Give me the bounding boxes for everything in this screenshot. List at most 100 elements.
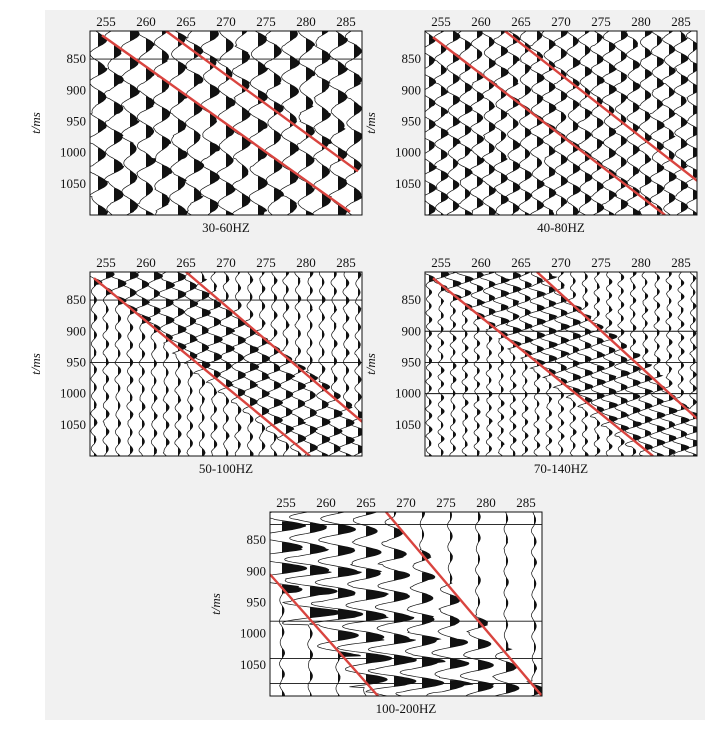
wiggle-fill (693, 126, 697, 138)
x-tick-label: 275 (436, 495, 456, 510)
wiggle-fill (657, 412, 666, 420)
red-guide-line (93, 277, 311, 456)
wiggle-fill (681, 32, 688, 43)
wiggle-fill (214, 272, 216, 275)
wiggle-fill (549, 209, 554, 215)
wiggle-fill (561, 337, 569, 344)
wiggle-fill (422, 635, 441, 646)
wiggle-fill (322, 107, 331, 123)
wiggle-fill (573, 346, 579, 354)
wiggle-fill (597, 434, 600, 441)
wiggle-trace (327, 31, 349, 215)
y-tick-label: 1050 (240, 657, 266, 672)
trace-group (270, 512, 542, 696)
wiggle-fill (669, 421, 675, 429)
wiggle-fill (338, 651, 361, 663)
panel-caption: 100-200HZ (376, 701, 437, 716)
red-guide-line (185, 272, 362, 423)
y-tick-label: 1050 (395, 417, 421, 432)
wiggle-fill (394, 612, 414, 624)
wiggle-fill (621, 135, 627, 147)
wiggle-fill (290, 199, 297, 214)
wiggle-fill (226, 124, 234, 139)
wiggle-trace (270, 512, 308, 696)
wiggle-fill (561, 323, 570, 331)
wiggle-fill (366, 568, 382, 579)
wiggle-trace (601, 31, 617, 215)
trace-group (90, 272, 362, 456)
y-tick-label: 1000 (395, 145, 421, 160)
wiggle-fill (441, 86, 449, 98)
wiggle-fill (573, 292, 576, 299)
wiggle-fill (214, 387, 217, 397)
wiggle-fill (238, 283, 241, 293)
wiggle-trace (493, 31, 509, 215)
wiggle-fill (98, 61, 108, 77)
wiggle-fill (478, 681, 494, 692)
wiggle-fill (597, 75, 605, 87)
wiggle-fill (585, 369, 593, 377)
wiggle-trace (685, 31, 697, 215)
y-axis-label: t/ms (28, 112, 43, 134)
x-tick-label: 275 (256, 14, 276, 29)
wiggle-fill (573, 36, 579, 47)
wiggle-trace (624, 272, 642, 456)
wiggle-fill (453, 31, 460, 42)
wiggle-fill (693, 104, 697, 116)
wiggle-fill (657, 77, 664, 89)
y-tick-label: 950 (67, 354, 87, 369)
plot-area (270, 512, 542, 696)
wiggle-fill (214, 405, 217, 415)
x-tick-label: 255 (276, 495, 296, 510)
wiggle-fill (561, 309, 568, 317)
wiggle-fill (534, 536, 537, 548)
wiggle-fill (453, 363, 457, 370)
wiggle-fill (310, 409, 317, 418)
wiggle-trace (349, 272, 362, 456)
wiggle-fill (338, 61, 348, 77)
wiggle-fill (513, 139, 521, 151)
wiggle-trace (625, 31, 641, 215)
wiggle-fill (585, 172, 593, 184)
wiggle-fill (394, 634, 416, 645)
x-tick-label: 285 (336, 14, 356, 29)
wiggle-trace (324, 272, 343, 456)
wiggle-trace (181, 272, 199, 456)
wiggle-fill (274, 159, 283, 174)
wiggle-fill (561, 197, 567, 208)
wiggle-fill (609, 374, 616, 382)
wiggle-fill (282, 691, 285, 696)
wiggle-fill (561, 31, 568, 38)
y-tick-label: 1050 (60, 176, 86, 191)
wiggle-fill (202, 273, 207, 283)
x-tick-label: 255 (431, 255, 451, 270)
wiggle-fill (130, 199, 138, 214)
wiggle-trace (336, 272, 355, 456)
wiggle-fill (645, 153, 651, 165)
y-tick-label: 900 (402, 323, 422, 338)
wiggle-fill (298, 400, 305, 409)
wiggle-fill (597, 365, 605, 373)
wiggle-fill (669, 272, 672, 277)
wiggle-fill (537, 136, 544, 148)
wiggle-fill (354, 72, 362, 87)
wiggle-fill (106, 427, 109, 436)
y-tick-label: 900 (402, 82, 422, 97)
panel-5: 255 260 265 270 275 280 285 850 900 950 1000 1050 t/… (208, 495, 543, 716)
wiggle-trace (529, 31, 545, 215)
red-guide-line (432, 277, 654, 456)
wiggle-fill (585, 451, 589, 456)
y-tick-label: 850 (402, 292, 422, 307)
wiggle-fill (262, 284, 265, 294)
x-tick-label: 285 (516, 495, 536, 510)
x-tick-label: 275 (591, 14, 611, 29)
wiggle-fill (633, 208, 641, 215)
wiggle-trace (600, 272, 619, 456)
wiggle-fill (477, 394, 480, 403)
wiggle-fill (258, 118, 268, 133)
wiggle-fill (338, 609, 363, 620)
wiggle-fill (534, 599, 537, 611)
wiggle-fill (286, 272, 289, 277)
wiggle-fill (501, 427, 504, 435)
wiggle-trace (248, 31, 269, 215)
